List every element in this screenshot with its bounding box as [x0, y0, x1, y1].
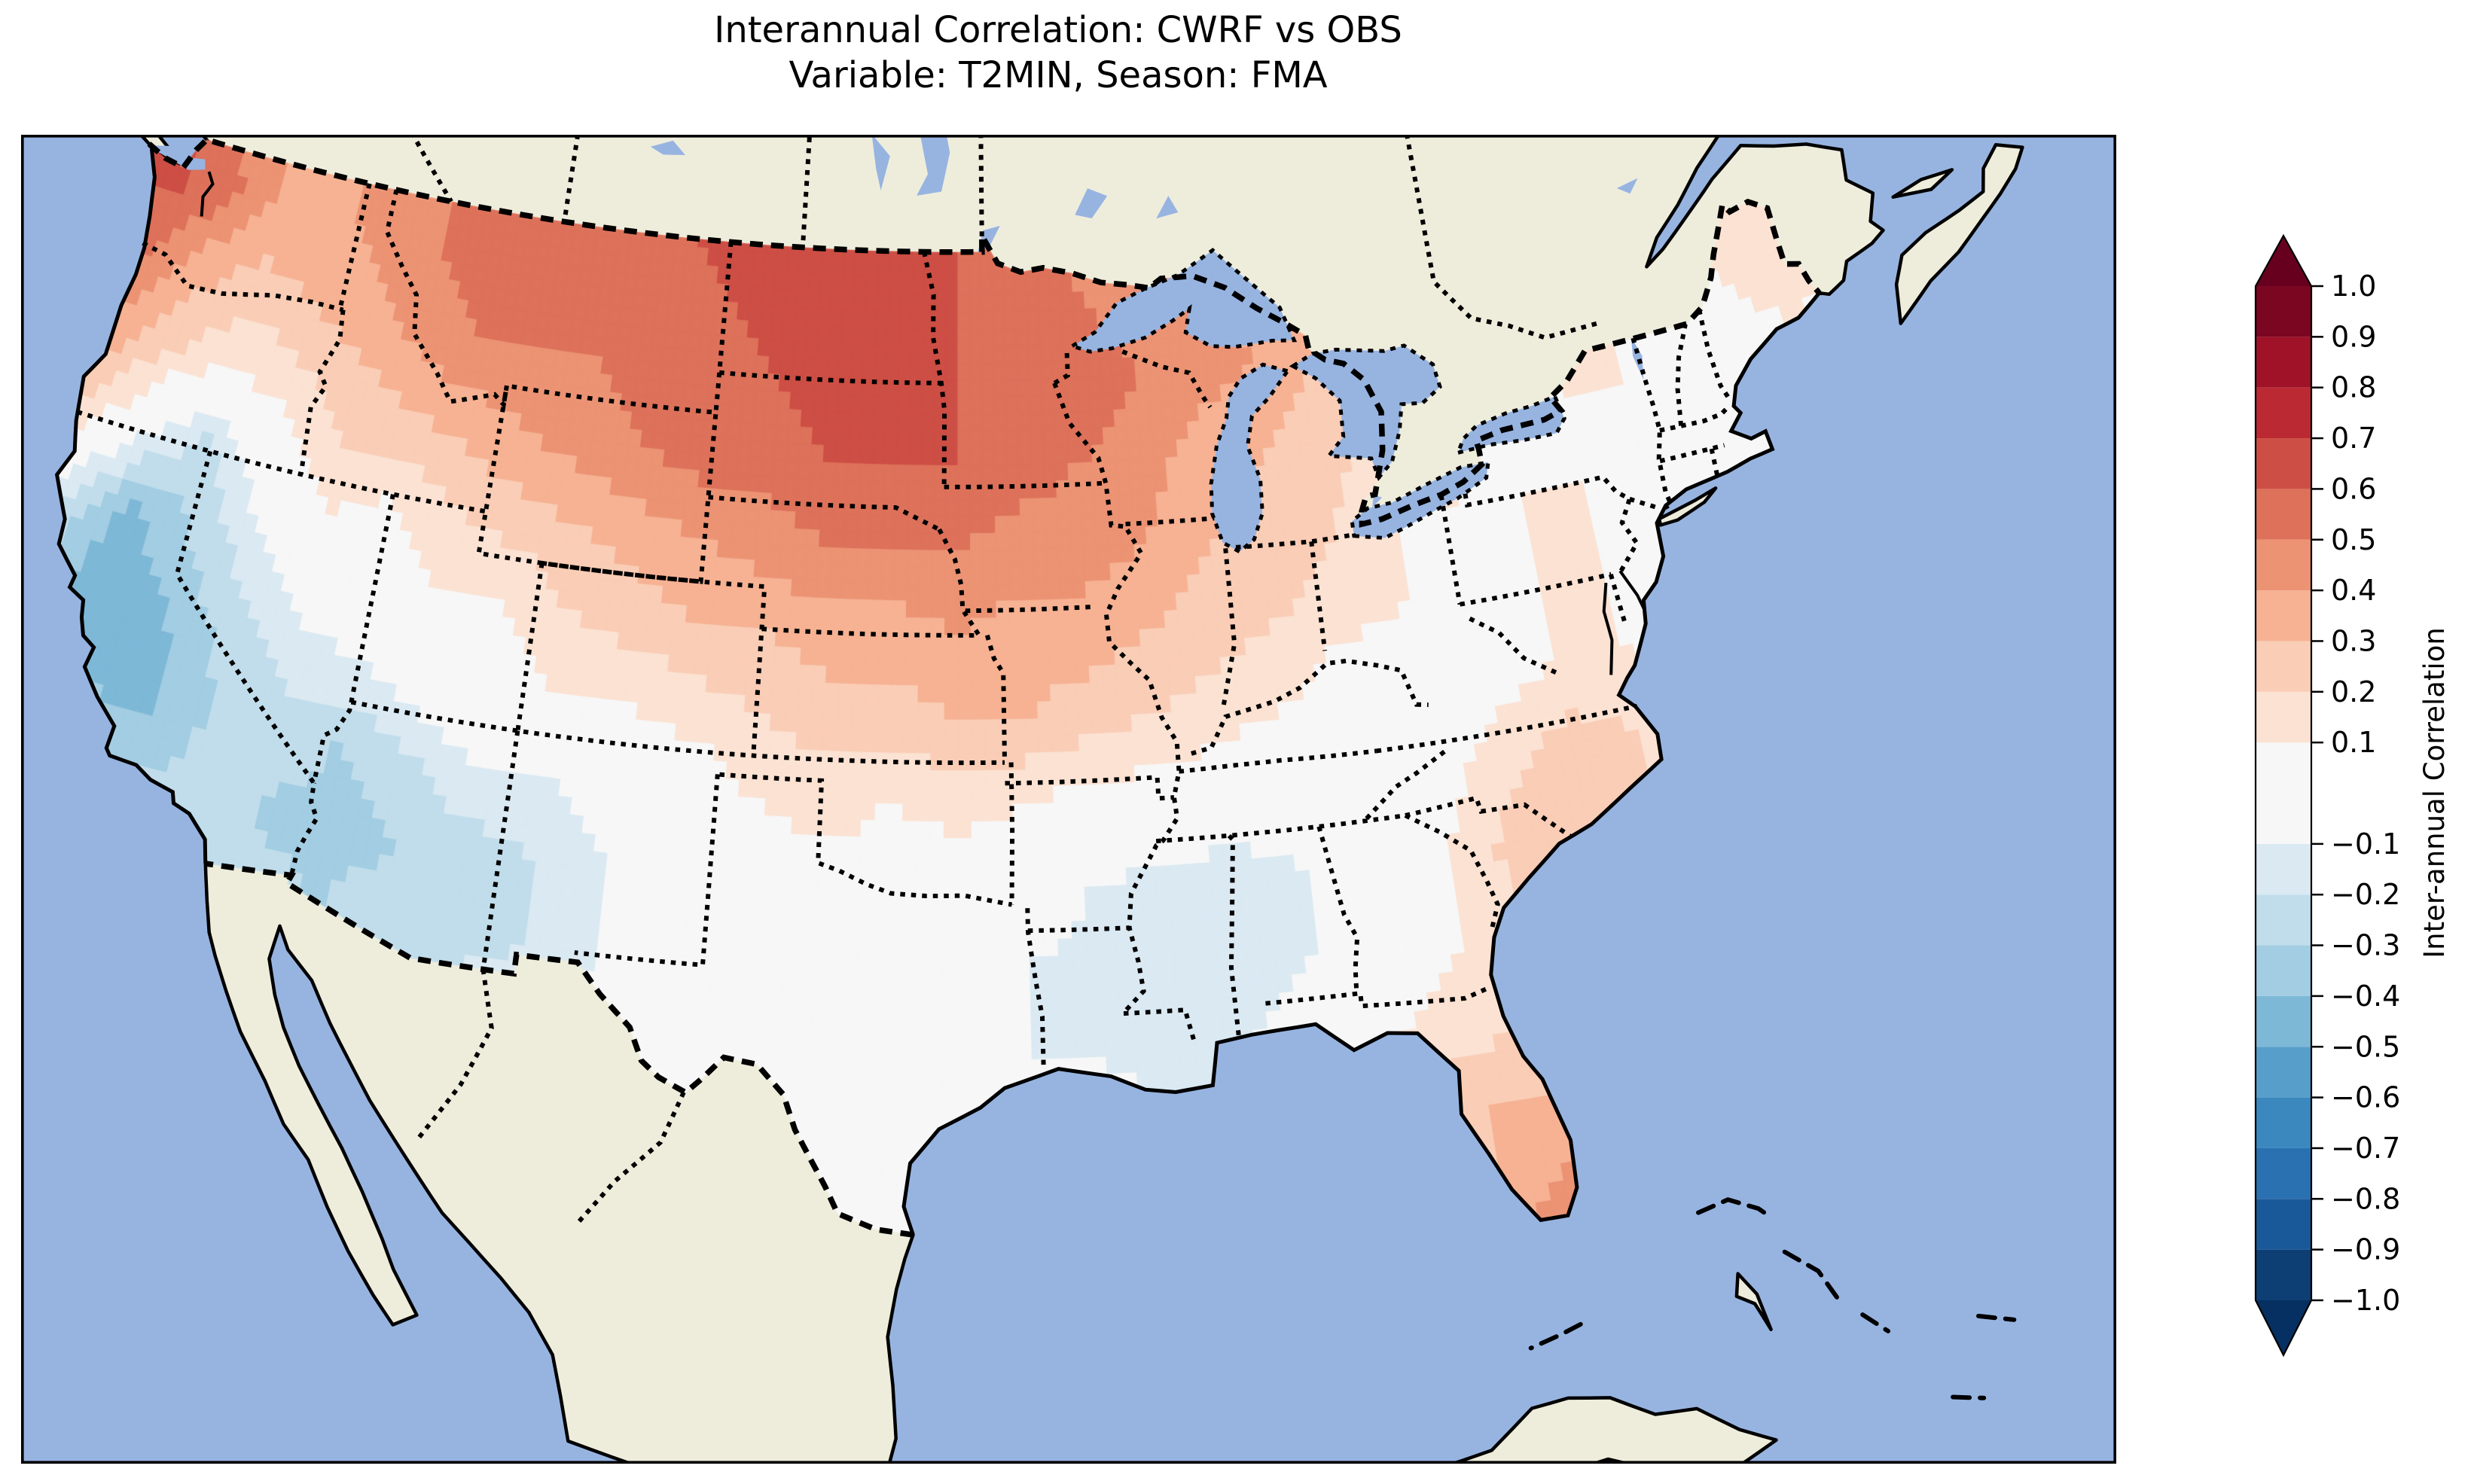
colorbar-bin — [2256, 489, 2311, 540]
strait-juan-de-fuca — [147, 145, 206, 170]
colorbar-bin — [2256, 1097, 2311, 1148]
bay-detail-2 — [200, 171, 215, 217]
colorbar-bin — [2256, 1199, 2311, 1250]
chart-title-line1: Interannual Correlation: CWRF vs OBS — [714, 9, 1402, 51]
small-lake-0 — [917, 135, 950, 196]
colorbar-tick-label: −0.7 — [2331, 1132, 2400, 1165]
borders-overlay-layer — [21, 135, 2116, 1464]
colorbar-bin — [2256, 894, 2311, 946]
colorbar-bin — [2256, 995, 2311, 1047]
colorbar-body — [2254, 233, 2313, 1358]
colorbar-bin — [2256, 590, 2311, 641]
bay-detail-1 — [1618, 570, 1646, 610]
small-lake-1 — [871, 135, 890, 190]
small-lake-5 — [1156, 196, 1179, 219]
colorbar-tick-label: 0.8 — [2331, 371, 2376, 404]
chart-title-line2: Variable: T2MIN, Season: FMA — [789, 54, 1328, 96]
colorbar-tick-label: 1.0 — [2331, 270, 2376, 303]
lake-michigan — [1209, 362, 1291, 554]
us-mexico-border — [205, 861, 914, 1238]
colorbar-bin — [2256, 641, 2311, 692]
colorbar-ticks: 1.0 0.9 0.8 0.7 0.6 0.5 0.4 0.3 0.2 0.1 −0.1 −0.2 −0… — [2311, 270, 2400, 1317]
colorbar-tick-label: 0.9 — [2331, 320, 2376, 353]
colorbar-bin — [2256, 539, 2311, 591]
colorbar-bin — [2256, 742, 2311, 844]
colorbar-bin — [2256, 691, 2311, 743]
state-borders — [76, 183, 1731, 1068]
colorbar-bin — [2256, 337, 2311, 388]
small-lake-9 — [1372, 494, 1382, 508]
small-lake-7 — [1631, 337, 1644, 380]
colorbar-bin — [2256, 945, 2311, 996]
colorbar-tick-label: −0.8 — [2331, 1182, 2400, 1215]
map-panel — [21, 135, 2116, 1464]
colorbar-tick-label: 0.2 — [2331, 675, 2376, 708]
colorbar-bin — [2256, 438, 2311, 489]
colorbar-bin — [2256, 1147, 2311, 1199]
colorbar-tick-label: −0.1 — [2331, 827, 2400, 861]
atlantic-gulf-coastline — [901, 291, 1821, 1236]
colorbar-tick-label: 0.3 — [2331, 624, 2376, 657]
colorbar-tick-label: −0.2 — [2331, 878, 2400, 911]
colorbar-tick-label: 0.7 — [2331, 422, 2376, 455]
colorbar-over-arrow — [2256, 236, 2311, 286]
colorbar-tick-label: 0.1 — [2331, 726, 2376, 759]
colorbar-bin — [2256, 1249, 2311, 1300]
small-lake-4 — [1075, 188, 1108, 218]
pacific-coastline — [54, 148, 208, 864]
colorbar-tick-label: −0.5 — [2331, 1030, 2400, 1063]
colorbar-tick-label: −0.3 — [2331, 929, 2400, 962]
colorbar-tick-label: 0.6 — [2331, 472, 2376, 505]
map-frame — [21, 135, 2116, 1464]
chart-title: Interannual Correlation: CWRF vs OBS Var… — [0, 8, 2116, 98]
colorbar-tick-label: −1.0 — [2331, 1284, 2400, 1317]
colorbar-tick-label: 0.5 — [2331, 523, 2376, 556]
colorbar-bin — [2256, 387, 2311, 439]
colorbar-tick-label: −0.4 — [2331, 980, 2400, 1013]
lake-huron — [1289, 343, 1442, 482]
bay-detail-0 — [1602, 582, 1614, 675]
colorbar-tick-label: −0.6 — [2331, 1081, 2400, 1114]
colorbar-tick-label: −0.9 — [2331, 1233, 2400, 1266]
colorbar-tick-label: 0.4 — [2331, 574, 2376, 607]
small-lake-6 — [1616, 178, 1638, 194]
colorbar-axis-label: Inter-annual Correlation — [2418, 627, 2451, 958]
colorbar-bin — [2256, 286, 2311, 337]
us-canada-border — [147, 136, 1822, 528]
colorbar-under-arrow — [2256, 1300, 2311, 1355]
colorbar: 1.0 0.9 0.8 0.7 0.6 0.5 0.4 0.3 0.2 0.1 −0.1 −0.2 −0… — [2254, 233, 2451, 1358]
small-lake-8 — [650, 140, 685, 155]
lake-ontario — [1454, 394, 1566, 456]
colorbar-bin — [2256, 1047, 2311, 1098]
lake-superior — [1067, 248, 1298, 354]
colorbar-bin — [2256, 843, 2311, 895]
province-borders — [410, 135, 1598, 1223]
